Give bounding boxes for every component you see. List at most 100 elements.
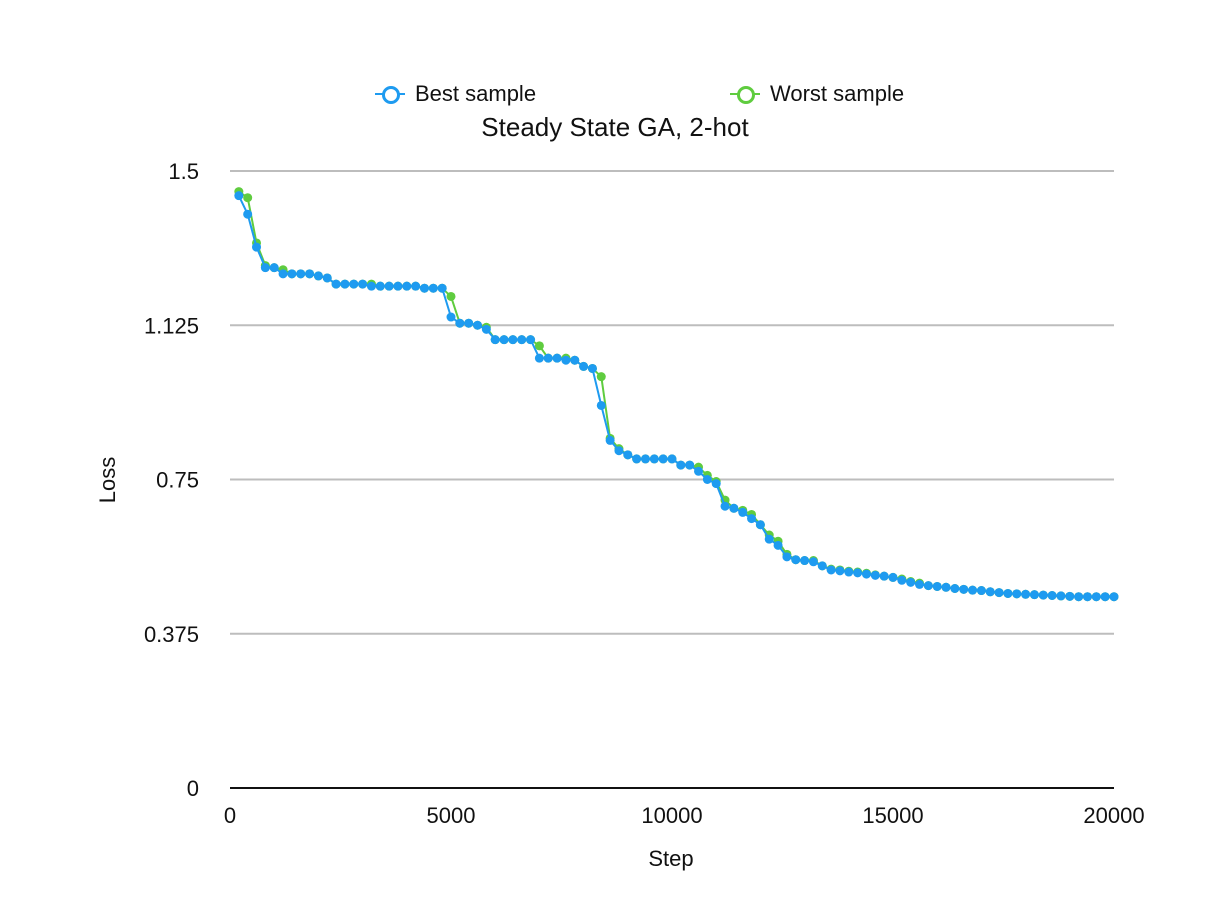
data-point (1074, 592, 1084, 602)
data-point (835, 566, 845, 576)
data-point (534, 341, 544, 351)
data-point (941, 582, 951, 592)
data-point (623, 450, 633, 460)
data-point (1029, 590, 1039, 600)
x-tick-label: 10000 (641, 803, 702, 828)
data-point (685, 460, 695, 470)
data-point (915, 579, 925, 589)
data-point (976, 586, 986, 596)
data-point (764, 534, 774, 544)
data-point (243, 193, 253, 203)
data-point (490, 335, 500, 345)
chart-title: Steady State GA, 2-hot (481, 112, 749, 142)
data-point (1021, 589, 1031, 599)
data-point (950, 584, 960, 594)
legend-marker-best-sample (382, 86, 400, 104)
data-point (252, 242, 262, 252)
data-point (985, 587, 995, 597)
data-point (596, 372, 606, 382)
data-point (640, 454, 650, 464)
data-point (366, 281, 376, 291)
data-point (720, 501, 730, 511)
data-point (1100, 592, 1110, 602)
data-point (667, 454, 677, 464)
data-point (870, 570, 880, 580)
data-point (437, 283, 447, 293)
data-point (234, 191, 244, 201)
data-point (499, 335, 509, 345)
data-point (384, 281, 394, 291)
data-point (287, 269, 297, 279)
data-point (446, 291, 456, 301)
data-point (658, 454, 668, 464)
data-point (393, 281, 403, 291)
legend-item-worst-sample[interactable]: Worst sample (730, 80, 904, 108)
data-point (729, 503, 739, 513)
data-point (1047, 590, 1057, 600)
x-tick-label: 0 (224, 803, 236, 828)
data-point (419, 283, 429, 293)
data-point (508, 335, 518, 345)
legend: Best sample Worst sample (0, 80, 1230, 108)
data-point (932, 581, 942, 591)
data-point (711, 479, 721, 489)
data-point (614, 446, 624, 456)
data-point (632, 454, 642, 464)
data-point (605, 435, 615, 445)
data-point (808, 557, 818, 567)
data-point (561, 355, 571, 365)
data-point (968, 585, 978, 595)
data-point (358, 279, 368, 289)
series-line-0 (237, 195, 1114, 598)
data-point (826, 565, 836, 575)
data-point (844, 567, 854, 577)
data-point (791, 555, 801, 565)
data-point (331, 279, 341, 289)
data-point (305, 269, 315, 279)
data-point (464, 318, 474, 328)
data-point (349, 279, 359, 289)
data-point (243, 209, 253, 219)
legend-item-best-sample[interactable]: Best sample (375, 80, 536, 108)
y-tick-label: 1.5 (168, 159, 199, 184)
data-point (455, 318, 465, 328)
data-point (782, 552, 792, 562)
x-tick-label: 20000 (1083, 803, 1144, 828)
data-point (817, 561, 827, 571)
data-point (322, 273, 332, 283)
legend-swatch-worst-sample (730, 84, 760, 104)
y-tick-label: 0.375 (144, 622, 199, 647)
x-tick-label: 15000 (862, 803, 923, 828)
data-point (570, 355, 580, 365)
data-point (481, 324, 491, 334)
data-point (694, 466, 704, 476)
grid-lines (230, 170, 1114, 635)
data-point (897, 575, 907, 585)
data-point (534, 353, 544, 363)
data-point (773, 540, 783, 550)
data-point (517, 335, 527, 345)
data-point (579, 361, 589, 371)
data-point (428, 283, 438, 293)
data-point (1109, 592, 1119, 602)
data-point (278, 269, 288, 279)
data-point (446, 312, 456, 322)
data-point (526, 335, 536, 345)
x-axis-label: Step (648, 846, 693, 871)
data-point (800, 556, 810, 566)
data-point (676, 460, 686, 470)
data-point (543, 353, 553, 363)
y-tick-label: 1.125 (144, 313, 199, 338)
legend-label-best-sample: Best sample (415, 81, 537, 106)
data-point (596, 400, 606, 410)
data-point (1012, 589, 1022, 599)
data-point (853, 568, 863, 578)
series-1 (234, 187, 1119, 602)
data-point (313, 271, 323, 281)
data-point (1056, 591, 1066, 601)
y-axis-label: Loss (95, 457, 120, 503)
series-layer (234, 187, 1119, 602)
y-tick-label: 0 (187, 776, 199, 801)
data-point (1003, 588, 1013, 598)
